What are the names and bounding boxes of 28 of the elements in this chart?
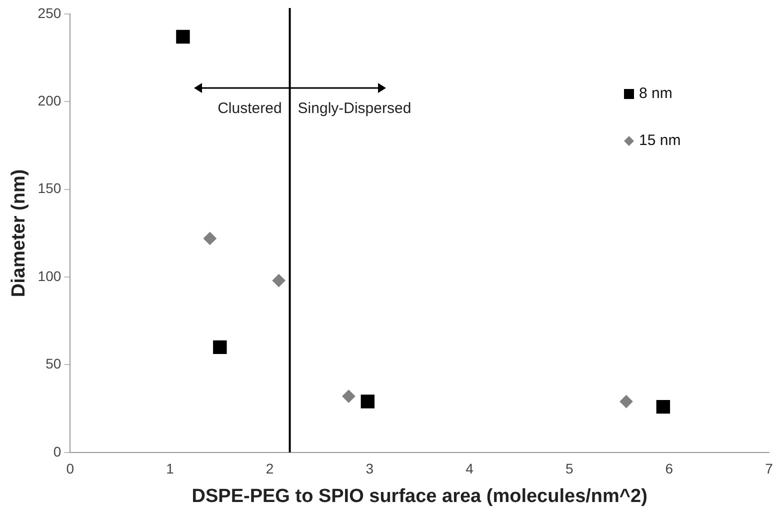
x-tick-label: 6 — [665, 460, 674, 477]
point — [360, 394, 375, 408]
point — [342, 390, 356, 403]
x-tick-label: 7 — [765, 460, 774, 477]
point — [272, 274, 286, 288]
point — [203, 232, 216, 245]
y-tick-label: 100 — [38, 268, 62, 284]
y-tick-label: 250 — [38, 4, 62, 21]
x-tick-label: 5 — [565, 460, 574, 477]
y-tick-label: 150 — [38, 180, 62, 196]
point — [656, 400, 670, 414]
y-tick-label: 50 — [46, 356, 62, 372]
x-tick-label: 3 — [366, 460, 374, 477]
y-axis-title: Diameter (nm) — [8, 169, 30, 298]
legend-label: 8 nm — [639, 85, 672, 102]
point — [176, 30, 190, 44]
x-tick-label: 1 — [166, 460, 174, 477]
x-tick-label: 2 — [266, 460, 274, 477]
x-tick-label: 4 — [466, 460, 474, 477]
annotation: Clustered — [218, 100, 282, 118]
y-tick-label: 200 — [38, 92, 62, 109]
y-tick-label: 0 — [53, 443, 62, 460]
annotation: Singly-Dispersed — [298, 100, 412, 118]
x-axis-title: DSPE-PEG to SPIO surface area (molecules/nm^2) — [192, 486, 648, 507]
legend-label: 15 nm — [639, 132, 681, 150]
point — [620, 395, 633, 408]
point — [213, 340, 227, 354]
x-tick-label: 0 — [66, 460, 74, 477]
